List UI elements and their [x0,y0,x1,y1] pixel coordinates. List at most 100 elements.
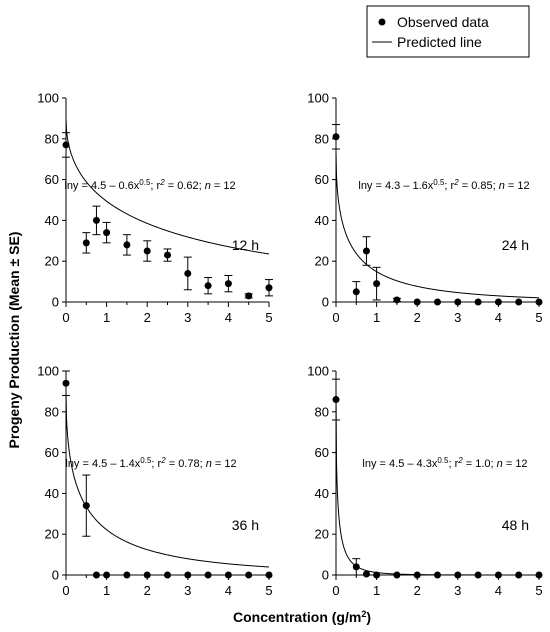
x-tick-label: 0 [62,583,69,598]
x-axis-title: Concentration (g/m2) [233,609,371,625]
data-point [352,288,360,296]
data-point [494,571,502,579]
data-point [123,571,131,579]
data-point [474,298,482,306]
y-tick-label: 0 [52,295,59,310]
data-point [245,571,253,579]
y-tick-label: 100 [37,91,59,106]
legend: Observed data Predicted line [366,5,530,58]
data-point [204,571,212,579]
data-point [515,298,523,306]
data-point [224,571,232,579]
y-tick-label: 80 [315,131,329,146]
y-tick-label: 20 [45,527,59,542]
data-point [143,571,151,579]
x-tick-label: 3 [184,310,191,325]
data-point [265,284,273,292]
y-tick-label: 40 [315,213,329,228]
y-tick-label: 60 [315,445,329,460]
predicted-line [335,151,540,299]
legend-observed-label: Observed data [397,14,489,30]
legend-predicted-label: Predicted line [397,34,482,50]
x-tick-label: 4 [225,583,232,598]
data-point [184,571,192,579]
y-tick-label: 40 [315,486,329,501]
x-tick-label: 0 [62,310,69,325]
data-point [82,239,90,247]
x-tick-label: 2 [414,583,421,598]
data-point [332,133,340,141]
data-point [474,571,482,579]
panel-2: 0 20 40 60 80 100 0 1 2 3 4 5 lny = 4.3 – 1.6x0.5; r… [307,91,542,326]
legend-box [366,5,530,58]
equation-label: lny = 4.5 – 0.6x0.5; r2 = 0.62; n = 12 [64,178,235,192]
y-tick-label: 40 [45,486,59,501]
x-tick-label: 1 [103,583,110,598]
y-tick-label: 20 [45,254,59,269]
x-tick-label: 1 [103,310,110,325]
data-point [373,571,381,579]
data-point [393,571,401,579]
x-tick-label: 5 [535,583,542,598]
data-point [103,571,111,579]
data-point [332,396,340,404]
data-point [494,298,502,306]
x-tick-label: 2 [414,310,421,325]
predicted-line [65,391,270,568]
data-point [454,298,462,306]
y-tick-label: 80 [315,404,329,419]
y-tick-label: 100 [307,364,329,379]
panel-1: 0 20 40 60 80 100 0 1 2 3 4 5 lny = 4.5 – 0.6x0.5; r… [37,91,273,325]
x-tick-label: 1 [373,583,380,598]
y-tick-label: 80 [45,131,59,146]
data-point [204,282,212,290]
data-point [535,298,543,306]
data-point [535,571,543,579]
equation-label: lny = 4.3 – 1.6x0.5; r2 = 0.85; n = 12 [358,178,529,192]
y-tick-label: 20 [315,527,329,542]
equation-label: lny = 4.5 – 1.4x0.5; r2 = 0.78; n = 12 [65,456,236,470]
data-point [123,241,131,249]
y-tick-label: 80 [45,404,59,419]
x-tick-label: 2 [144,583,151,598]
data-point [143,247,151,255]
data-point [103,229,111,237]
panel-label: 12 h [232,237,259,253]
data-point [362,570,370,578]
x-tick-label: 1 [373,310,380,325]
y-tick-label: 0 [52,568,59,583]
y-axis-title: Progeny Production (Mean ± SE) [6,232,22,449]
predicted-line [335,391,539,576]
data-point [164,571,171,579]
y-tick-label: 0 [322,568,329,583]
data-point [434,571,441,579]
x-tick-label: 0 [332,310,339,325]
data-point [265,571,273,579]
x-tick-label: 0 [332,583,339,598]
data-point [184,269,192,277]
panel-label: 36 h [232,517,259,533]
y-tick-label: 60 [45,445,59,460]
panel-3: 0 20 40 60 80 100 0 1 2 3 4 5 lny = 4.5 – 1.4x0.5; r… [37,364,272,599]
data-point [515,571,523,579]
x-tick-label: 4 [495,310,502,325]
data-point [82,502,90,510]
data-point [413,298,421,306]
data-point [454,571,462,579]
data-point [62,141,70,149]
data-point [352,563,360,571]
equation-label: lny = 4.5 – 4.3x0.5; r2 = 1.0; n = 12 [362,456,527,470]
data-point [164,251,171,259]
x-tick-label: 5 [535,310,542,325]
legend-observed-marker [378,18,386,26]
x-tick-label: 3 [184,583,191,598]
panel-label: 48 h [502,517,529,533]
x-tick-label: 4 [225,310,232,325]
data-point [224,280,232,288]
data-point [373,280,381,288]
panel-4: 0 20 40 60 80 100 0 1 2 3 4 5 lny = 4.5 – 4.3x0.5; r… [307,364,542,599]
y-tick-label: 0 [322,295,329,310]
y-tick-label: 60 [315,172,329,187]
